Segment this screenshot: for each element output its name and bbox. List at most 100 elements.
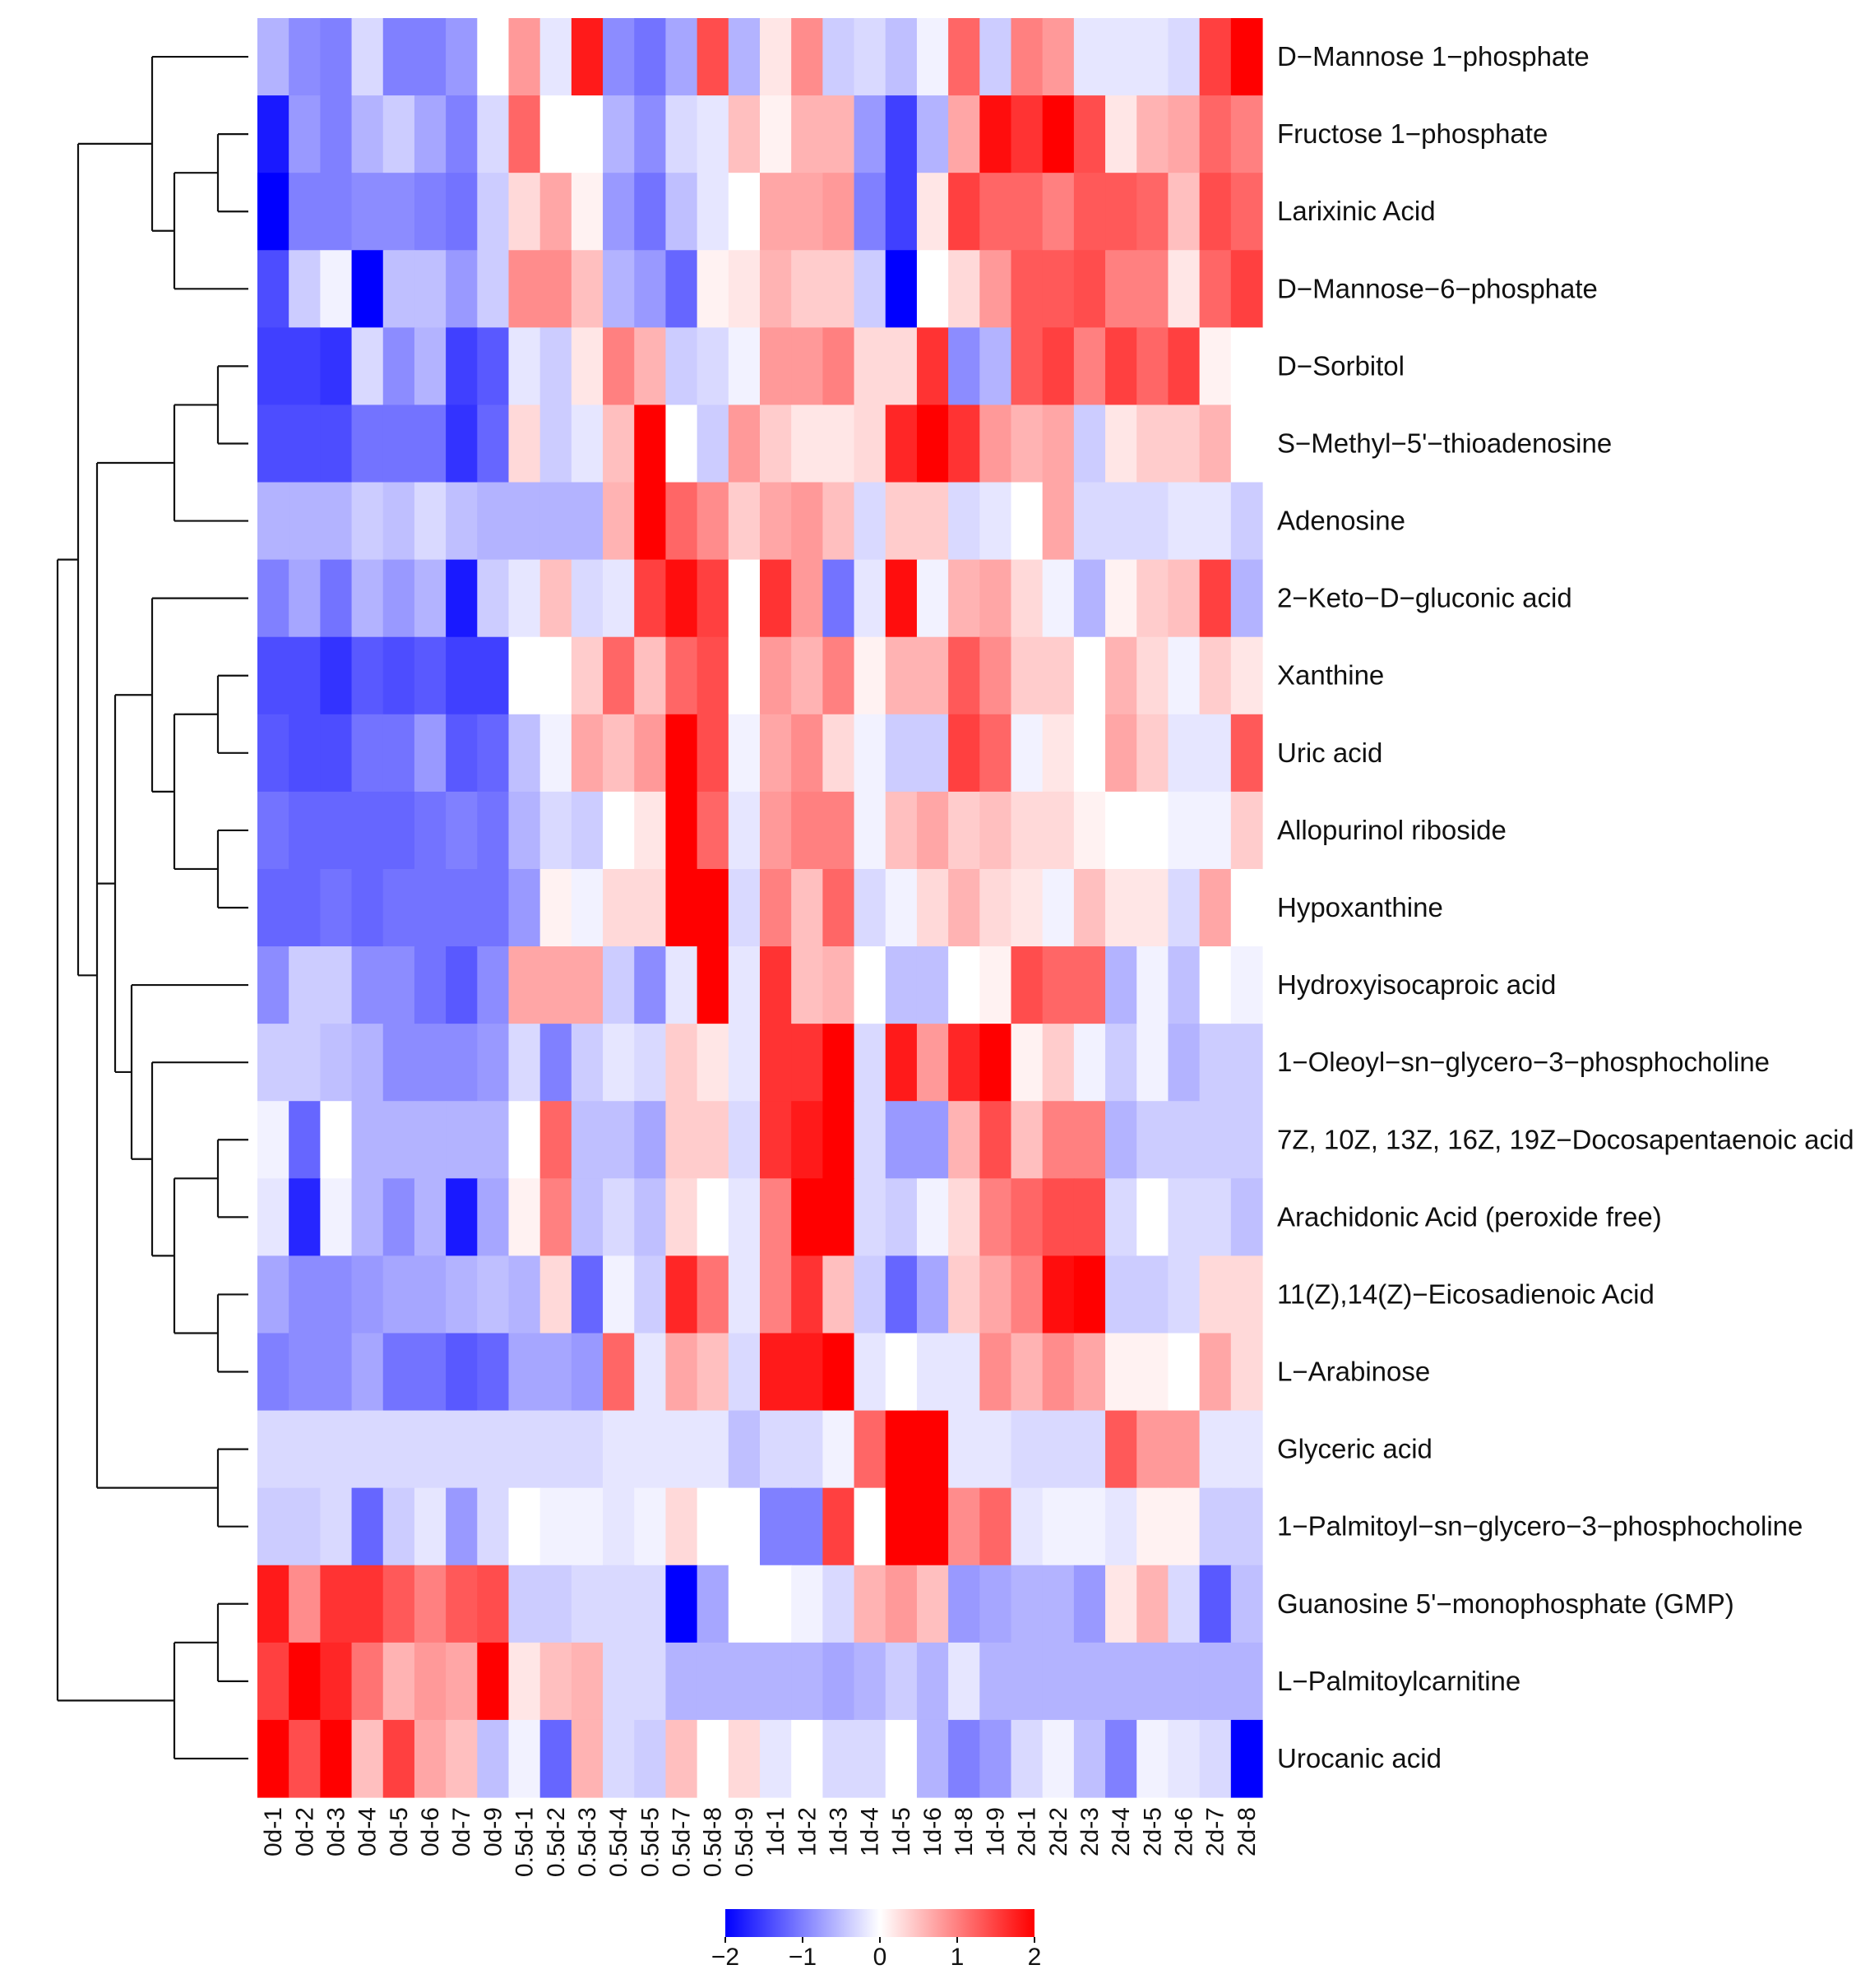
- heatmap-cell: [885, 714, 918, 793]
- heatmap-cell: [1230, 559, 1263, 638]
- heatmap-cell: [539, 1101, 572, 1179]
- heatmap-cell: [382, 1719, 415, 1798]
- heatmap-cell: [351, 1101, 384, 1179]
- heatmap-cell: [1042, 1333, 1075, 1412]
- heatmap-cell: [508, 95, 541, 173]
- column-label: 2d-2: [1045, 1807, 1072, 1856]
- heatmap-cell: [697, 636, 729, 715]
- heatmap-cell: [854, 173, 886, 251]
- heatmap-cell: [1230, 1333, 1263, 1412]
- heatmap-cell: [414, 1719, 447, 1798]
- row-label: 11(Z),14(Z)−Eicosadienoic Acid: [1277, 1278, 1655, 1309]
- heatmap-cell: [1168, 714, 1201, 793]
- heatmap-cell: [1136, 868, 1169, 947]
- heatmap-cell: [1136, 1410, 1169, 1489]
- heatmap-cell: [1073, 327, 1106, 406]
- heatmap-cell: [539, 868, 572, 947]
- heatmap-cell: [1042, 250, 1075, 328]
- heatmap-cell: [508, 250, 541, 328]
- heatmap-cell: [1230, 1565, 1263, 1644]
- heatmap-cell: [1105, 95, 1137, 173]
- heatmap-cell: [916, 327, 949, 406]
- heatmap-cell: [1073, 95, 1106, 173]
- heatmap-cell: [1136, 791, 1169, 870]
- heatmap-cell: [1136, 946, 1169, 1024]
- heatmap-cell: [822, 714, 855, 793]
- heatmap-cell: [854, 1410, 886, 1489]
- heatmap-cell: [257, 250, 289, 328]
- heatmap-cell: [257, 1255, 289, 1334]
- heatmap-cell: [446, 250, 478, 328]
- heatmap-cell: [289, 1642, 321, 1721]
- heatmap-cell: [697, 559, 729, 638]
- heatmap-cell: [728, 791, 761, 870]
- heatmap-cell: [697, 95, 729, 173]
- heatmap-cell: [885, 1719, 918, 1798]
- heatmap-cell: [822, 250, 855, 328]
- heatmap-cell: [351, 868, 384, 947]
- heatmap-cells: [257, 18, 1263, 1798]
- heatmap-cell: [1168, 327, 1201, 406]
- heatmap-cell: [351, 946, 384, 1024]
- heatmap-cell: [916, 1255, 949, 1334]
- heatmap-cell: [289, 1178, 321, 1256]
- heatmap-cell: [477, 95, 510, 173]
- heatmap-cell: [1073, 1487, 1106, 1566]
- heatmap-cell: [634, 250, 667, 328]
- heatmap-cell: [382, 1487, 415, 1566]
- legend-tick-label: 1: [951, 1944, 965, 1971]
- heatmap-cell: [603, 559, 635, 638]
- heatmap-cell: [885, 1178, 918, 1256]
- heatmap-cell: [979, 946, 1012, 1024]
- heatmap-cell: [1105, 405, 1137, 483]
- heatmap-cell: [289, 1719, 321, 1798]
- heatmap-cell: [634, 1642, 667, 1721]
- column-label: 0.5d-3: [574, 1807, 601, 1877]
- heatmap-cell: [257, 1024, 289, 1102]
- heatmap-cell: [414, 327, 447, 406]
- heatmap-cell: [885, 1255, 918, 1334]
- heatmap-cell: [885, 559, 918, 638]
- heatmap-cell: [822, 95, 855, 173]
- heatmap-cell: [1073, 868, 1106, 947]
- heatmap-cell: [1042, 1565, 1075, 1644]
- heatmap-cell: [697, 1642, 729, 1721]
- heatmap-cell: [571, 1333, 604, 1412]
- heatmap-cell: [571, 1178, 604, 1256]
- heatmap-cell: [948, 946, 980, 1024]
- heatmap-cell: [728, 95, 761, 173]
- heatmap-cell: [289, 1565, 321, 1644]
- heatmap-cell: [1199, 1024, 1232, 1102]
- heatmap-cell: [351, 1024, 384, 1102]
- heatmap-cell: [1042, 868, 1075, 947]
- heatmap-cell: [760, 636, 792, 715]
- heatmap-cell: [1073, 1410, 1106, 1489]
- heatmap-cell: [885, 482, 918, 561]
- heatmap-cell: [539, 95, 572, 173]
- heatmap-cell: [1042, 1178, 1075, 1256]
- heatmap-cell: [728, 1178, 761, 1256]
- column-label: 0.5d-9: [731, 1807, 758, 1877]
- heatmap-cell: [1199, 405, 1232, 483]
- heatmap-cell: [1168, 173, 1201, 251]
- heatmap-cell: [1011, 1101, 1044, 1179]
- heatmap-cell: [1168, 1642, 1201, 1721]
- heatmap-cell: [1199, 1642, 1232, 1721]
- heatmap-cell: [446, 1333, 478, 1412]
- heatmap-cell: [603, 868, 635, 947]
- heatmap-cell: [539, 405, 572, 483]
- heatmap-cell: [760, 1719, 792, 1798]
- heatmap-cell: [539, 1255, 572, 1334]
- heatmap-cell: [665, 1024, 698, 1102]
- heatmap-cell: [916, 18, 949, 96]
- heatmap-cell: [948, 636, 980, 715]
- heatmap-cell: [382, 173, 415, 251]
- heatmap-cell: [665, 1101, 698, 1179]
- heatmap-cell: [446, 405, 478, 483]
- heatmap-cell: [508, 1642, 541, 1721]
- heatmap-cell: [948, 405, 980, 483]
- heatmap-cell: [822, 1719, 855, 1798]
- heatmap-cell: [539, 1024, 572, 1102]
- heatmap-cell: [477, 250, 510, 328]
- heatmap-cell: [257, 946, 289, 1024]
